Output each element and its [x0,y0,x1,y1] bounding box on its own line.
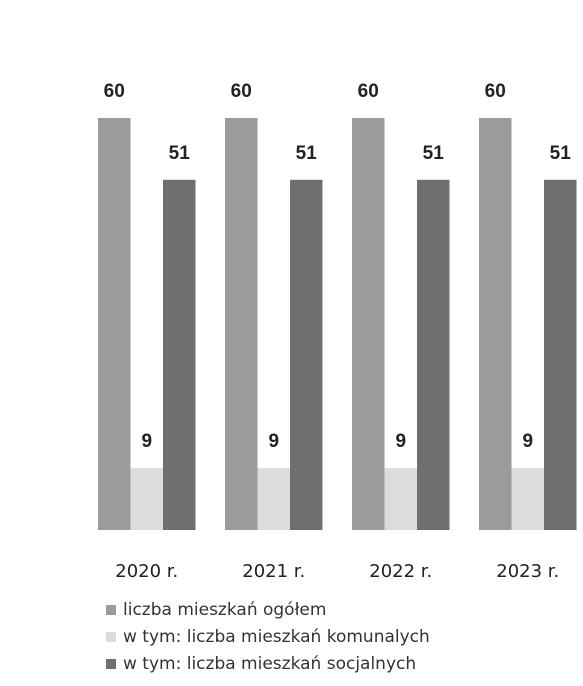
value-label: 60 [358,81,379,102]
legend-label: w tym: liczba mieszkań socjalnych [123,654,416,674]
legend-label: w tym: liczba mieszkań komunalych [123,627,430,647]
value-label: 51 [169,143,191,164]
x-tick-label: 2021 r. [242,561,305,582]
value-label: 51 [423,143,445,164]
bar [225,118,258,530]
x-tick-label: 2023 r. [496,561,559,582]
bar [98,118,131,530]
legend-swatch [106,632,116,642]
value-label: 60 [104,81,125,102]
legend-label: liczba mieszkań ogółem [123,600,326,620]
value-label: 51 [550,143,572,164]
value-label: 60 [485,81,506,102]
bar [290,179,323,531]
x-tick-label: 2022 r. [369,561,432,582]
bar [352,118,385,530]
bar [544,179,577,531]
value-label: 9 [522,431,533,452]
legend-swatch [106,659,116,669]
value-label: 9 [395,431,406,452]
bar [479,118,512,530]
bar [130,468,163,530]
value-label: 51 [296,143,318,164]
bar [163,179,196,531]
bar [417,179,450,531]
bar [384,468,417,530]
value-label: 9 [141,431,152,452]
value-label: 60 [231,81,252,102]
legend-swatch [106,605,116,615]
value-label: 9 [268,431,279,452]
bar [511,468,544,530]
x-tick-label: 2020 r. [115,561,178,582]
bar [257,468,290,530]
